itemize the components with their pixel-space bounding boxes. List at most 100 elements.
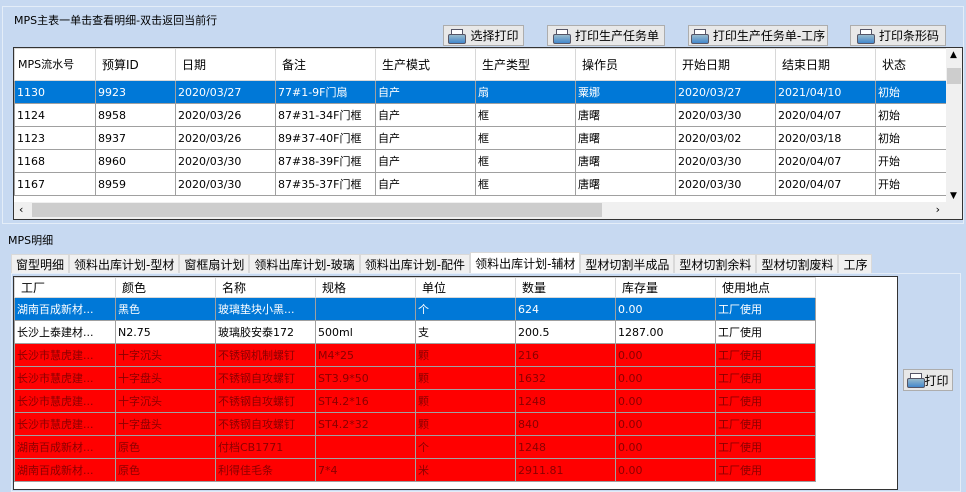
table-cell: 1632 [515,366,616,390]
tab-7[interactable]: 型材切割余料 [674,254,757,274]
button-label: 打印条形码 [878,29,939,43]
button-label: 打印生产任务单-工序 [712,29,826,43]
table-cell: 付档CB1771 [215,435,316,459]
column-header[interactable]: 开始日期 [675,48,776,81]
column-header[interactable]: 颜色 [115,277,216,298]
table-cell: 2021/04/10 [775,80,876,104]
tab-3[interactable]: 领料出库计划-玻璃 [249,254,360,274]
tab-5[interactable]: 领料出库计划-辅材 [470,252,581,274]
tab-0[interactable]: 窗型明细 [11,254,70,274]
table-cell: 唐曙 [575,103,676,127]
column-header[interactable]: 库存量 [615,277,716,298]
table-cell [315,297,416,321]
column-header[interactable]: 使用地点 [715,277,816,298]
table-cell: 唐曙 [575,126,676,150]
table-cell: 624 [515,297,616,321]
table-cell: 1287.00 [615,320,716,344]
tab-9[interactable]: 工序 [838,254,873,274]
column-header[interactable]: 生产类型 [475,48,576,81]
master-group [2,6,964,224]
table-cell: 支 [415,320,516,344]
column-header[interactable]: 操作员 [575,48,676,81]
table-cell: 十字盘头 [115,412,216,436]
table-row[interactable]: 长沙市慧虎建... 十字沉头 不锈钢机制螺钉 M4*25 颗 216 0.00 工厂使用 [14,343,816,367]
column-header[interactable]: 日期 [175,48,276,81]
table-cell: ST3.9*50 [315,366,416,390]
table-cell: 0.00 [615,389,716,413]
master-button-2[interactable]: 打印生产任务单-工序 [688,25,828,46]
master-button-3[interactable]: 打印条形码 [850,25,946,46]
table-cell: 200.5 [515,320,616,344]
column-header[interactable]: 名称 [215,277,316,298]
column-header[interactable]: 单位 [415,277,516,298]
vertical-scrollbar[interactable]: ▲ ▼ [946,48,962,203]
table-cell: 框 [475,149,576,173]
master-button-0[interactable]: 选择打印 [443,25,524,46]
detail-grid[interactable]: 工厂 颜色 名称 规格 单位 数量 库存量 使用地点 湖南百成新材... 黑色 玻璃垫块小黑... 个… [13,276,898,490]
table-cell: 工厂使用 [715,389,816,413]
printer-icon [856,28,875,44]
table-row[interactable]: 长沙市慧虎建... 十字盘头 不锈钢自攻螺钉 ST3.9*50 颗 1632 0.00 工厂使… [14,366,816,390]
table-cell: 框 [475,172,576,196]
table-cell: 不锈钢自攻螺钉 [215,366,316,390]
print-button[interactable]: 打印 [903,369,953,391]
column-header[interactable]: 备注 [275,48,376,81]
table-cell: 7*4 [315,458,416,482]
table-cell: 87#31-34F门框 [275,103,376,127]
table-row[interactable]: 1168 8960 2020/03/30 87#38-39F门框 自产框唐曙 2020/0… [14,149,962,173]
table-row[interactable]: 湖南百成新材... 原色 利得佳毛条 7*4 米 2911.81 0.00 工厂使用 [14,458,816,482]
table-row[interactable]: 1123 8937 2020/03/26 89#37-40F门框 自产框唐曙 2020/0… [14,126,962,150]
column-header[interactable]: 规格 [315,277,416,298]
column-header[interactable]: 工厂 [14,277,116,298]
table-cell: 2911.81 [515,458,616,482]
column-header[interactable]: 结束日期 [775,48,876,81]
column-header[interactable]: 预算ID [95,48,176,81]
table-row[interactable]: 1124 8958 2020/03/26 87#31-34F门框 自产框唐曙 2020/0… [14,103,962,127]
table-row[interactable]: 湖南百成新材... 黑色 玻璃垫块小黑... 个 624 0.00 工厂使用 [14,297,816,321]
master-table: MPS流水号 预算ID 日期 备注 生产模式 生产类型 操作员 开始日期 结束日期 状态 1130 9… [14,48,962,196]
table-cell: 0.00 [615,435,716,459]
table-cell: 米 [415,458,516,482]
table-cell: 2020/04/07 [775,103,876,127]
table-cell: 9923 [95,80,176,104]
table-cell: 工厂使用 [715,297,816,321]
table-cell: 原色 [115,435,216,459]
horizontal-scrollbar[interactable]: ‹ › [14,202,962,219]
column-header[interactable]: 生产模式 [375,48,476,81]
master-title: MPS主表一单击查看明细-双击返回当前行 [14,14,218,27]
master-button-1[interactable]: 打印生产任务单 [547,25,665,46]
table-cell: ST4.2*16 [315,389,416,413]
table-cell: 8960 [95,149,176,173]
tab-6[interactable]: 型材切割半成品 [580,254,675,274]
tab-2[interactable]: 窗框扇计划 [179,254,250,274]
table-cell: 个 [415,435,516,459]
table-cell: 2020/03/02 [675,126,776,150]
table-row[interactable]: 湖南百成新材... 原色 付档CB1771 个 1248 0.00 工厂使用 [14,435,816,459]
table-row[interactable]: 1130 9923 2020/03/27 77#1-9F门扇 自产扇粟娜 2020/03/… [14,80,962,104]
tab-8[interactable]: 型材切割废料 [756,254,839,274]
column-header[interactable]: MPS流水号 [14,48,96,81]
table-cell: 长沙上泰建材... [14,320,116,344]
table-row[interactable]: 1167 8959 2020/03/30 87#35-37F门框 自产框唐曙 2020/0… [14,172,962,196]
master-grid[interactable]: MPS流水号 预算ID 日期 备注 生产模式 生产类型 操作员 开始日期 结束日期 状态 1130 9… [13,47,963,220]
table-cell: 长沙市慧虎建... [14,412,116,436]
table-row[interactable]: 长沙上泰建材... N2.75 玻璃胶安泰172 500ml 支 200.5 1287.00… [14,320,816,344]
tab-4[interactable]: 领料出库计划-配件 [359,254,471,274]
table-row[interactable]: 长沙市慧虎建... 十字盘头 不锈钢自攻螺钉 ST4.2*32 颗 840 0.00 工厂使用 [14,412,816,436]
table-cell: 利得佳毛条 [215,458,316,482]
table-cell: 粟娜 [575,80,676,104]
column-header[interactable]: 数量 [515,277,616,298]
table-cell: 89#37-40F门框 [275,126,376,150]
table-cell: 颗 [415,366,516,390]
table-cell: 1124 [14,103,96,127]
table-row[interactable]: 长沙市慧虎建... 十字沉头 不锈钢自攻螺钉 ST4.2*16 颗 1248 0.00 工厂使… [14,389,816,413]
table-cell: 工厂使用 [715,343,816,367]
table-cell: 工厂使用 [715,412,816,436]
table-cell: 2020/03/27 [675,80,776,104]
table-cell: 框 [475,126,576,150]
table-cell: 2020/03/30 [675,103,776,127]
table-cell: 唐曙 [575,172,676,196]
tab-1[interactable]: 领料出库计划-型材 [69,254,180,274]
table-cell: 十字沉头 [115,389,216,413]
header-row: MPS流水号 预算ID 日期 备注 生产模式 生产类型 操作员 开始日期 结束日期 状态 [14,48,962,81]
